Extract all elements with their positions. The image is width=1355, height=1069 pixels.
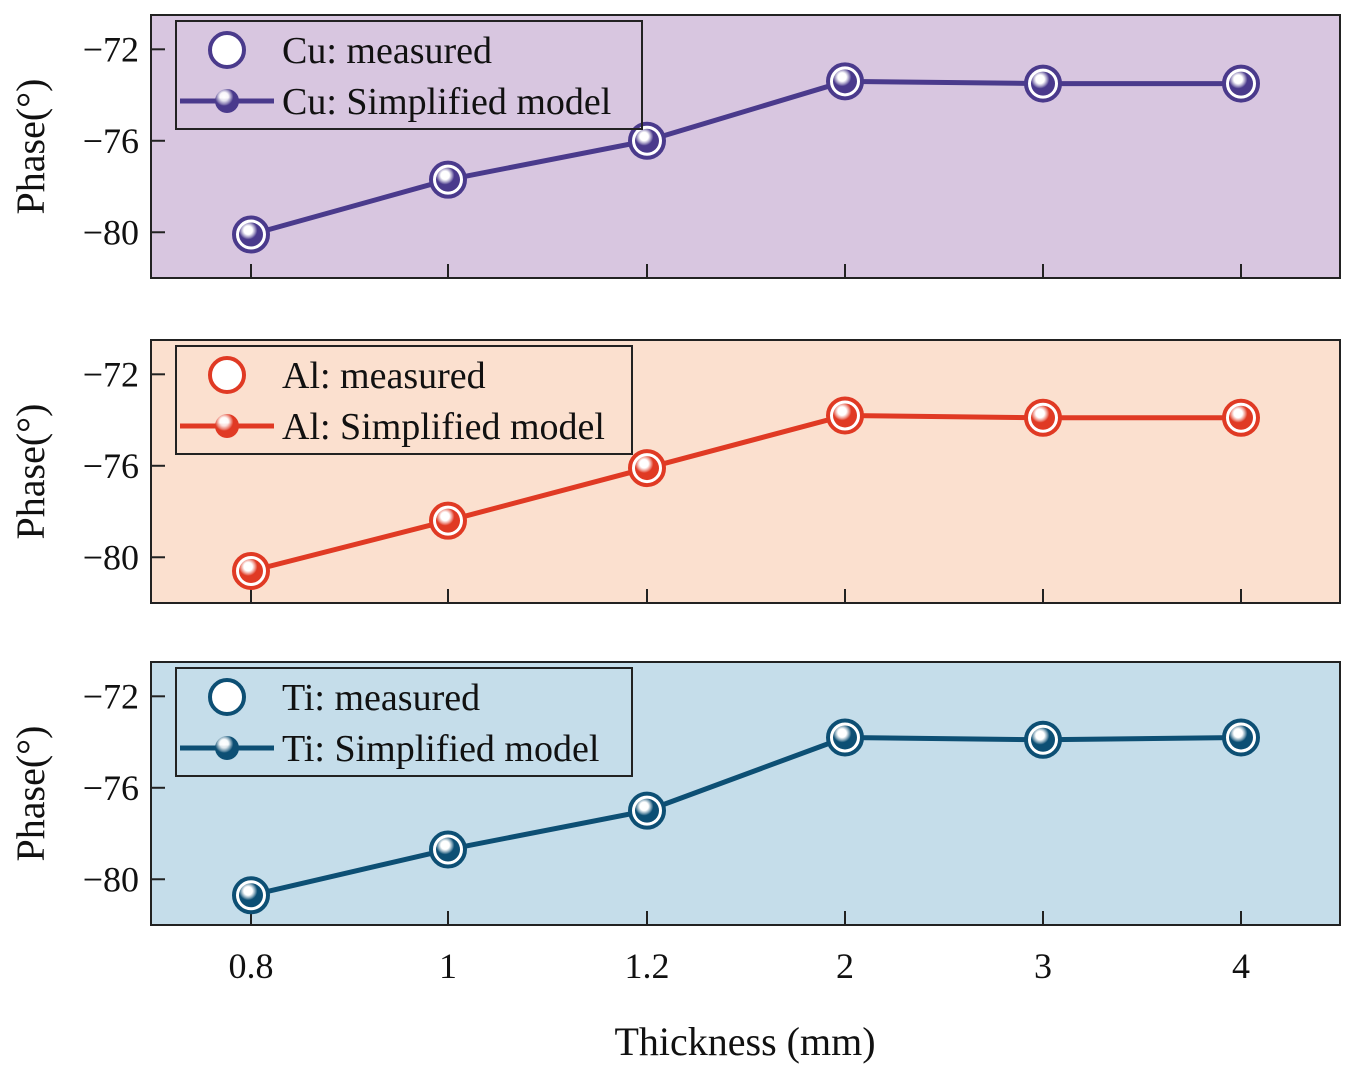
series-line-ti-model xyxy=(250,734,1242,898)
legend-marker-model xyxy=(215,736,239,760)
y-tick-label: −80 xyxy=(83,212,139,252)
legend-marker-measured xyxy=(208,678,246,716)
y-axis-title: Phase(°) xyxy=(8,726,53,862)
legend-label-model: Cu: Simplified model xyxy=(282,81,611,123)
legend-marker-measured xyxy=(208,356,246,394)
legend-marker-model xyxy=(215,414,239,438)
y-tick-label: −72 xyxy=(83,29,139,69)
y-tick-label: −80 xyxy=(83,537,139,577)
model-point-cu xyxy=(1229,71,1253,96)
y-tick-label: −76 xyxy=(83,121,139,161)
plot-area-cu xyxy=(150,14,1341,279)
model-point-ti xyxy=(1229,725,1253,750)
model-point-ti xyxy=(635,798,659,823)
legend-marker-model xyxy=(215,89,239,113)
legend-label-measured: Al: measured xyxy=(282,355,486,397)
model-point-cu xyxy=(833,69,857,94)
x-tick-label: 1 xyxy=(439,946,457,986)
model-point-al xyxy=(833,403,857,428)
x-tick-label: 0.8 xyxy=(229,946,274,986)
panel-cu: −72 −76 −80 Phase(°) Cu: measured Cu: Simplif… xyxy=(8,14,1341,279)
y-axis-title: Phase(°) xyxy=(8,79,53,215)
legend-label-model: Al: Simplified model xyxy=(282,406,605,448)
series-line-al-model xyxy=(250,412,1241,574)
legend-al: Al: measured Al: Simplified model xyxy=(175,345,633,455)
legend-ti: Ti: measured Ti: Simplified model xyxy=(175,667,633,777)
y-tick-label: −76 xyxy=(83,768,139,808)
model-point-cu xyxy=(1031,71,1055,96)
y-tick-label: −72 xyxy=(83,676,139,716)
model-point-al xyxy=(436,508,460,533)
model-point-al xyxy=(635,456,659,481)
model-point-ti xyxy=(436,837,460,862)
legend-box xyxy=(175,667,633,777)
x-tick-label: 2 xyxy=(836,946,854,986)
legend-box xyxy=(175,20,643,130)
x-axis-title: Thickness (mm) xyxy=(614,1019,875,1064)
legend-label-model: Ti: Simplified model xyxy=(282,728,599,770)
model-point-cu xyxy=(436,167,460,192)
plot-area-al xyxy=(150,339,1341,604)
y-axis-title: Phase(°) xyxy=(8,404,53,540)
x-tick-label: 1.2 xyxy=(625,946,670,986)
y-tick-label: −80 xyxy=(83,859,139,899)
legend-label-measured: Ti: measured xyxy=(282,677,480,719)
legend-marker-measured xyxy=(208,31,246,69)
x-tick-label: 4 xyxy=(1232,946,1250,986)
model-point-ti xyxy=(239,883,263,908)
model-point-ti xyxy=(1031,727,1055,752)
model-point-ti xyxy=(833,725,857,750)
panel-al: −72 −76 −80 Phase(°) Al: measured Al: Simplif… xyxy=(8,339,1341,604)
model-point-cu xyxy=(635,128,659,153)
model-point-al xyxy=(1031,405,1055,430)
series-line-cu-model xyxy=(250,78,1241,237)
y-tick-label: −76 xyxy=(83,446,139,486)
x-axis: 0.8 1 1.2 2 3 4 Thickness (mm) xyxy=(229,946,1251,1064)
model-point-cu xyxy=(239,222,263,247)
panels: −72 −76 −80 Phase(°) Cu: measured Cu: Simplif… xyxy=(8,14,1341,926)
legend-box xyxy=(175,345,633,455)
x-tick-label: 3 xyxy=(1034,946,1052,986)
legend-label-measured: Cu: measured xyxy=(282,30,492,72)
model-point-al xyxy=(239,558,263,583)
y-tick-label: −72 xyxy=(83,354,139,394)
panel-ti: −72 −76 −80 Phase(°) Ti: measured Ti: Simplif… xyxy=(8,661,1341,926)
plot-area-ti xyxy=(150,661,1341,926)
legend-cu: Cu: measured Cu: Simplified model xyxy=(175,20,643,130)
model-point-al xyxy=(1229,405,1253,430)
